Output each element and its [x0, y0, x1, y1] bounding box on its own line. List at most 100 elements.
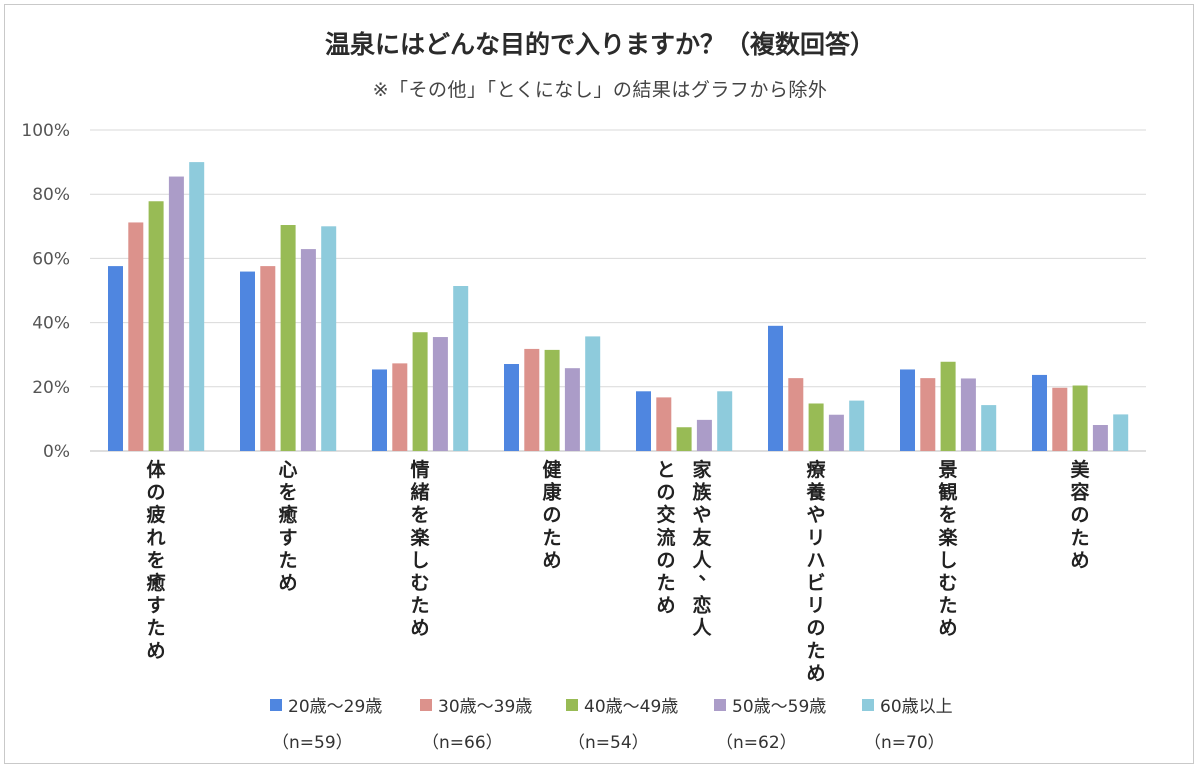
legend-swatch [862, 698, 874, 711]
x-tick-label: と [656, 459, 675, 481]
bar [280, 225, 296, 451]
legend-label: 50歳〜59歳 [732, 697, 827, 717]
x-tick-label: た [542, 527, 561, 549]
bar [108, 266, 123, 451]
legend-swatch [714, 698, 726, 711]
bar [189, 162, 205, 451]
x-tick-label: れ [146, 527, 165, 549]
legend-item: 60歳以上 [862, 692, 953, 717]
bar [1113, 414, 1129, 451]
legend-label: 40歳〜49歳 [584, 697, 679, 717]
y-tick-label: 0% [43, 442, 70, 462]
bar [544, 349, 560, 451]
legend-sample-size: （n=59） [272, 733, 353, 753]
x-tick-label: 交 [656, 503, 675, 526]
bar [1092, 424, 1108, 451]
y-tick-label: 80% [32, 185, 70, 205]
legend-sample-size: （n=66） [422, 733, 503, 753]
x-tick-label: 族 [692, 481, 712, 504]
x-tick-label: 家 [692, 458, 712, 481]
x-tick-label: め [938, 617, 957, 639]
bar [656, 397, 672, 451]
x-tick-label: す [278, 527, 297, 549]
bar [372, 369, 387, 451]
x-tick-label: め [806, 662, 825, 684]
bar [1072, 385, 1088, 451]
bar [768, 325, 783, 451]
x-tick-label: ビ [806, 572, 825, 594]
bar [321, 226, 337, 451]
legend-item: 50歳〜59歳 [714, 692, 826, 717]
x-tick-label: 健 [542, 458, 561, 481]
x-tick-label: た [410, 595, 429, 617]
x-tick-label: め [1070, 549, 1089, 571]
x-tick-label: 恋 [692, 594, 711, 617]
x-tick-label: 心 [278, 459, 297, 481]
x-tick-label: の [806, 617, 825, 639]
legend-item: 20歳〜29歳 [270, 692, 382, 717]
bar [432, 337, 448, 451]
bar [960, 378, 976, 451]
x-tick-label: 観 [938, 481, 957, 504]
x-tick-label: 養 [805, 481, 826, 504]
legend-swatch [270, 698, 282, 711]
y-tick-label: 100% [21, 121, 70, 141]
x-tick-label: 流 [656, 526, 675, 549]
x-tick-label: 情 [410, 458, 429, 481]
bar [392, 363, 408, 451]
x-tick-label: 美 [1070, 458, 1090, 481]
x-tick-label: む [938, 572, 957, 594]
chart-title: 温泉にはどんな目的で入りますか？（複数回答） [324, 30, 875, 59]
x-tick-label: 容 [1070, 481, 1089, 504]
bar [585, 336, 601, 451]
legend-label: 60歳以上 [880, 697, 953, 717]
bar [1052, 387, 1068, 451]
x-tick-label: 楽 [410, 526, 430, 549]
legend-item: 40歳〜49歳 [566, 692, 678, 717]
x-tick-label: 人 [692, 549, 712, 571]
x-tick-label: を [410, 504, 429, 526]
x-tick-label: の [1070, 504, 1089, 526]
bar [453, 286, 469, 451]
x-tick-label: め [656, 595, 675, 617]
x-tick-label: め [146, 640, 165, 662]
bar [1032, 374, 1047, 451]
x-tick-label: や [692, 504, 711, 526]
x-tick-label: し [410, 549, 429, 571]
bar [981, 405, 997, 451]
x-tick-label: 楽 [938, 526, 958, 549]
bar [148, 201, 164, 451]
y-tick-label: 40% [32, 314, 70, 334]
bar [412, 332, 428, 451]
x-tick-label: 癒 [146, 571, 165, 594]
bar [940, 361, 956, 451]
x-tick-label: 友 [692, 526, 711, 549]
bar [920, 378, 936, 451]
legend-swatch [566, 698, 578, 711]
x-tick-label: や [806, 504, 825, 526]
x-tick-label: の [146, 482, 165, 504]
x-tick-label: 康 [542, 481, 562, 504]
x-tick-label: む [410, 572, 429, 594]
x-tick-label: ハ [806, 549, 825, 571]
bar [524, 348, 540, 451]
x-tick-label: の [656, 482, 675, 504]
bar [676, 427, 692, 451]
bar [849, 400, 865, 451]
bar [808, 403, 824, 451]
bar [300, 249, 316, 451]
legend-label: 20歳〜29歳 [288, 697, 383, 717]
bar [240, 271, 255, 451]
bar [828, 414, 844, 451]
x-tick-label: を [146, 549, 165, 571]
x-tick-label: 景 [938, 459, 957, 481]
x-tick-label: 、 [698, 562, 717, 584]
x-tick-label: め [410, 617, 429, 639]
x-tick-label: を [278, 482, 297, 504]
x-tick-label: し [938, 549, 957, 571]
legend-label: 30歳〜39歳 [438, 697, 533, 717]
x-tick-label: 疲 [146, 503, 165, 526]
bar [717, 391, 733, 451]
x-tick-label: の [656, 549, 675, 571]
